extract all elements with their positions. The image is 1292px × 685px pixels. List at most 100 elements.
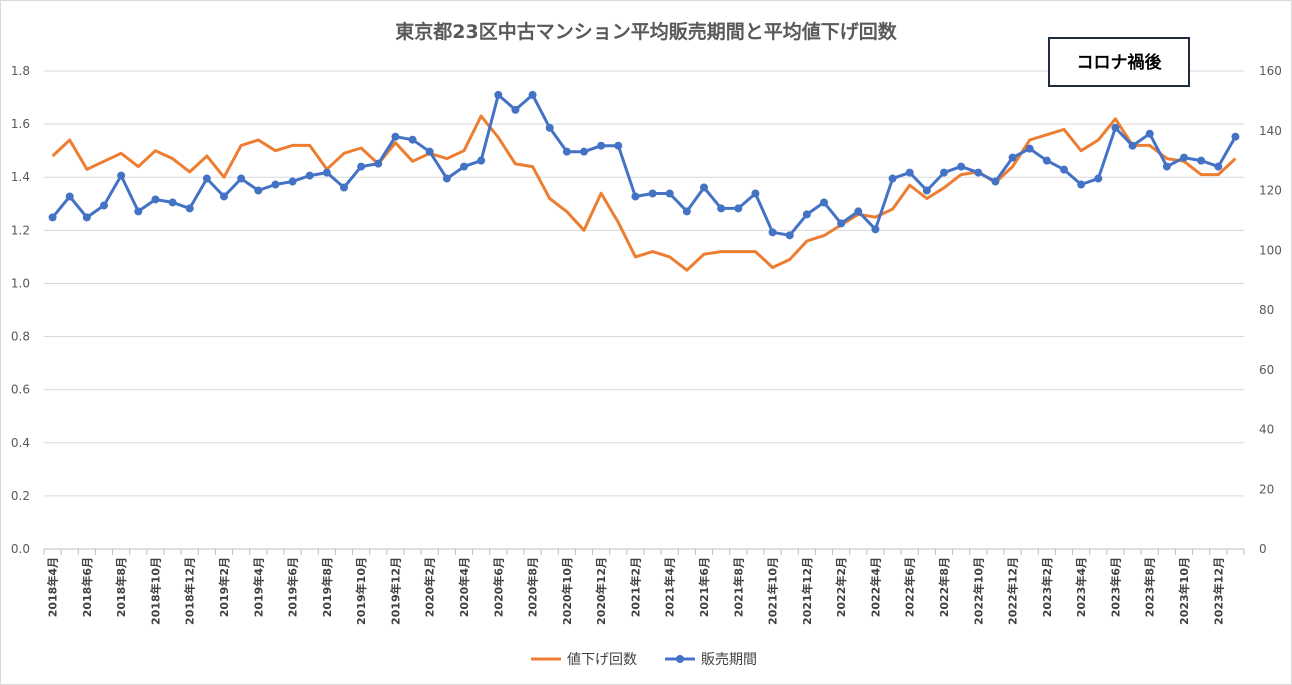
x-tick-label: 2021年6月: [697, 557, 711, 617]
sales-period-point: [374, 159, 383, 168]
sales-period-point: [271, 180, 280, 189]
sales-period-point: [802, 210, 811, 219]
sales-period-point: [1042, 156, 1051, 165]
x-tick-label: 2023年10月: [1177, 557, 1191, 625]
sales-period-point: [700, 183, 708, 192]
gridlines: [44, 70, 1244, 550]
y-left-tick-label: 0.0: [11, 542, 30, 556]
y-right-tick-label: 160: [1259, 64, 1282, 78]
annotation-box: コロナ禍後: [1048, 37, 1190, 87]
sales-period-point: [717, 204, 726, 213]
sales-period-point: [751, 189, 760, 198]
sales-period-point: [734, 204, 743, 213]
x-tick-label: 2021年4月: [663, 557, 677, 617]
series-line-price-cuts: [51, 114, 1237, 272]
sales-period-point: [974, 168, 983, 177]
left-axis-tick-labels: 0.0 0.2 0.4 0.6 0.8 1.0 1.2 1.4 1.6 1.8: [11, 64, 30, 556]
y-right-tick-label: 60: [1259, 363, 1274, 377]
sales-period-point: [460, 162, 468, 171]
sales-period-point: [82, 213, 91, 222]
sales-period-point: [1111, 123, 1120, 132]
x-tick-label: 2022年6月: [903, 557, 917, 617]
y-right-tick-label: 20: [1259, 482, 1274, 496]
sales-period-point: [580, 147, 588, 156]
sales-period-point: [220, 192, 228, 201]
y-left-tick-label: 1.4: [11, 170, 30, 184]
sales-period-point: [237, 174, 246, 183]
y-left-tick-label: 0.8: [11, 330, 30, 344]
y-left-tick-label: 1.6: [11, 117, 30, 131]
y-right-tick-label: 140: [1259, 124, 1282, 138]
x-tick-label: 2023年6月: [1108, 557, 1122, 617]
legend-marker-sales-period: [676, 655, 684, 663]
sales-period-point: [1077, 180, 1086, 189]
x-tick-label: 2018年4月: [46, 557, 60, 617]
y-right-tick-label: 40: [1259, 423, 1274, 437]
sales-period-point: [48, 213, 57, 222]
sales-period-point: [408, 135, 417, 144]
sales-period-point: [614, 141, 623, 150]
x-tick-label: 2019年2月: [217, 557, 231, 617]
sales-period-point: [922, 186, 931, 195]
y-right-tick-label: 120: [1259, 184, 1282, 198]
y-left-tick-label: 0.6: [11, 383, 30, 397]
sales-period-point: [305, 171, 314, 180]
sales-period-point: [1128, 141, 1137, 150]
x-tick-label: 2023年12月: [1211, 557, 1225, 625]
annotation-label: コロナ禍後: [1077, 52, 1163, 73]
sales-period-point: [117, 171, 126, 180]
sales-period-point: [785, 231, 794, 240]
sales-period-point: [168, 198, 177, 207]
sales-period-point: [425, 147, 434, 156]
sales-period-point: [597, 141, 606, 150]
series-line-sales-period: [51, 93, 1237, 237]
sales-period-point: [905, 168, 914, 177]
y-left-tick-label: 0.2: [11, 489, 30, 503]
x-tick-label: 2023年8月: [1143, 557, 1157, 617]
x-tick-label: 2020年10月: [560, 557, 574, 625]
sales-period-point: [957, 162, 966, 171]
sales-period-point: [511, 105, 520, 114]
x-tick-label: 2022年10月: [971, 557, 985, 625]
y-left-tick-label: 0.4: [11, 436, 30, 450]
x-tick-label: 2022年4月: [868, 557, 882, 617]
chart-title: 東京都23区中古マンション平均販売期間と平均値下げ回数: [395, 20, 897, 43]
x-tick-label: 2022年2月: [834, 557, 848, 617]
sales-period-point: [340, 183, 348, 192]
sales-period-point: [1094, 174, 1103, 183]
sales-period-point: [631, 192, 640, 201]
sales-period-point: [65, 192, 74, 201]
sales-period-point: [1214, 162, 1223, 171]
sales-period-point: [477, 156, 486, 165]
x-tick-label: 2020年12月: [594, 557, 608, 625]
sales-period-point: [648, 189, 657, 198]
sales-period-point: [185, 204, 194, 213]
sales-period-point: [357, 162, 366, 171]
sales-period-point: [1180, 153, 1188, 162]
x-tick-label: 2021年2月: [628, 557, 642, 617]
x-tick-label: 2019年8月: [320, 557, 334, 617]
x-tick-label: 2018年8月: [114, 557, 128, 617]
x-tick-label: 2022年8月: [937, 557, 951, 617]
sales-period-point: [871, 225, 880, 234]
x-tick-label: 2019年4月: [251, 557, 265, 617]
x-tick-label: 2018年12月: [183, 557, 197, 625]
x-tick-label: 2019年12月: [388, 557, 402, 625]
sales-period-point: [940, 168, 948, 177]
sales-period-point: [288, 177, 297, 186]
y-right-tick-label: 100: [1259, 243, 1282, 257]
x-tick-label: 2020年2月: [423, 557, 437, 617]
x-axis: 2018年4月 2018年6月 2018年8月 2018年10月 2018年12月 201…: [43, 549, 1245, 625]
sales-period-point: [854, 207, 863, 216]
x-tick-label: 2020年8月: [526, 557, 540, 617]
sales-period-point: [202, 174, 211, 183]
y-right-tick-label: 80: [1259, 303, 1274, 317]
sales-period-point: [1060, 165, 1068, 174]
sales-period-point: [991, 177, 1000, 186]
sales-period-point: [888, 174, 897, 183]
x-tick-label: 2023年2月: [1040, 557, 1054, 617]
legend: 値下げ回数 販売期間: [531, 652, 757, 668]
sales-period-point: [665, 189, 674, 198]
